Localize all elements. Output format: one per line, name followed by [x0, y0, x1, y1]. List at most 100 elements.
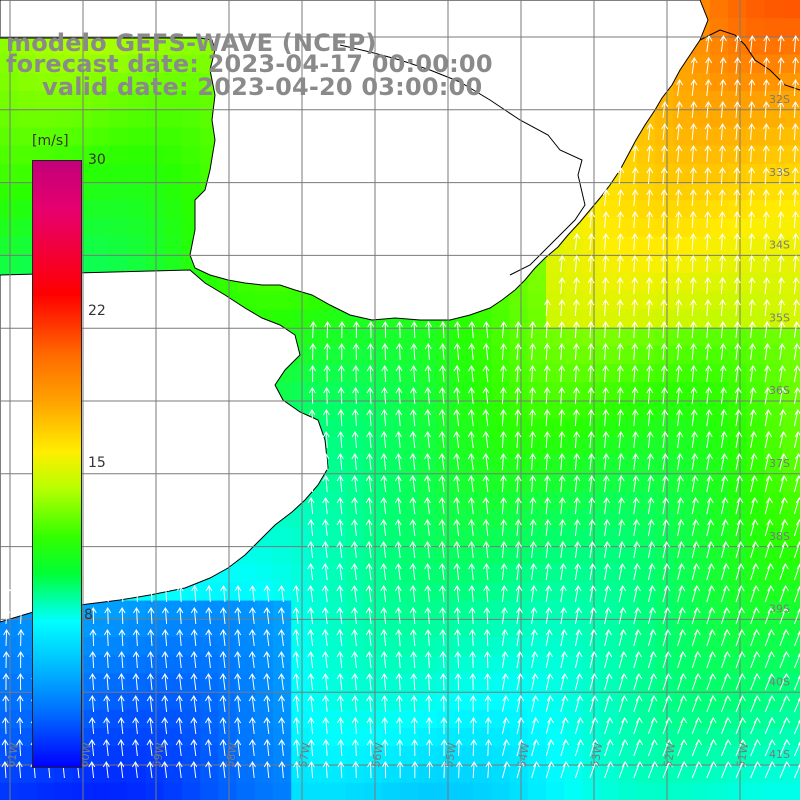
wind-arrow	[394, 519, 402, 537]
wind-arrow	[467, 387, 475, 405]
wind-cell	[618, 273, 638, 292]
wind-cell	[782, 655, 800, 674]
latitude-label: 37S	[769, 457, 790, 470]
wind-cell	[546, 473, 565, 492]
wind-arrow	[602, 233, 610, 251]
wind-cell	[309, 327, 329, 347]
wind-cell	[728, 91, 747, 110]
wind-arrow	[104, 607, 112, 625]
wind-arrow	[616, 321, 624, 339]
wind-cell	[473, 382, 492, 401]
wind-cell	[600, 637, 620, 656]
wind-cell	[728, 491, 747, 511]
wind-arrow	[88, 695, 96, 713]
wind-cell	[673, 291, 693, 310]
wind-cell	[382, 746, 401, 765]
wind-arrow	[735, 541, 745, 559]
wind-arrow	[292, 651, 300, 669]
wind-arrow	[453, 607, 461, 625]
wind-arrow	[706, 475, 714, 493]
longitude-label: 53W	[588, 742, 605, 769]
wind-arrow	[176, 585, 184, 603]
wind-cell	[364, 436, 383, 456]
wind-arrow	[706, 695, 717, 713]
wind-cell	[509, 345, 529, 365]
wind-cell	[200, 782, 219, 800]
wind-cell	[182, 746, 201, 765]
wind-arrow	[321, 563, 329, 581]
wind-arrow	[779, 585, 790, 603]
wind-arrow	[750, 673, 761, 691]
wind-cell	[455, 764, 474, 784]
wind-arrow	[352, 761, 360, 779]
wind-arrow	[677, 497, 685, 515]
wind-cell	[473, 600, 492, 620]
wind-cell	[163, 236, 183, 256]
wind-cell	[0, 218, 19, 238]
wind-cell	[218, 582, 238, 602]
wind-cell	[254, 709, 274, 729]
wind-arrow	[779, 563, 789, 581]
wind-cell	[673, 91, 693, 110]
wind-cell	[400, 764, 420, 784]
wind-arrow	[380, 563, 388, 581]
wind-arrow	[440, 739, 448, 757]
wind-arrow	[777, 123, 785, 141]
wind-cell	[600, 582, 620, 602]
wind-arrow	[88, 717, 96, 735]
wind-arrow	[204, 695, 212, 713]
wind-cell	[364, 746, 383, 765]
wind-cell	[509, 509, 529, 529]
wind-arrow	[660, 255, 668, 273]
wind-cell	[655, 455, 674, 474]
wind-cell	[600, 764, 620, 784]
land-north	[0, 0, 709, 321]
wind-arrow	[559, 585, 567, 603]
wind-cell	[91, 127, 110, 147]
wind-arrow	[574, 761, 585, 779]
wind-arrow	[544, 519, 552, 537]
wind-cell	[382, 345, 401, 365]
wind-arrow	[660, 277, 668, 295]
wind-cell	[309, 546, 329, 565]
wind-arrow	[423, 475, 431, 493]
wind-arrow	[720, 695, 732, 713]
wind-cell	[400, 673, 420, 693]
wind-arrow	[453, 497, 461, 515]
wind-arrow	[690, 321, 697, 339]
wind-cell	[345, 527, 365, 547]
wind-arrow	[604, 629, 612, 647]
wind-arrow	[677, 739, 688, 757]
wind-cell	[236, 582, 256, 602]
wind-arrow	[545, 607, 553, 625]
wind-cell	[600, 746, 620, 765]
wind-cell	[673, 364, 693, 383]
wind-arrow	[337, 365, 345, 383]
wind-arrow	[558, 255, 566, 273]
wind-cell	[364, 364, 383, 383]
wind-cell	[746, 491, 765, 511]
wind-cell	[655, 273, 674, 292]
wind-arrow	[161, 717, 169, 735]
wind-arrow	[617, 409, 625, 427]
wind-arrow	[336, 497, 344, 515]
wind-cell	[163, 200, 183, 219]
wind-arrow	[322, 431, 330, 449]
wind-arrow	[735, 409, 743, 427]
wind-arrow	[677, 585, 686, 603]
wind-cell	[218, 691, 238, 711]
wind-cell	[618, 709, 638, 729]
wind-arrow	[762, 145, 770, 163]
wind-cell	[709, 218, 729, 238]
wind-cell	[327, 655, 347, 674]
wind-arrow	[336, 519, 344, 537]
wind-cell	[109, 728, 128, 747]
wind-cell	[637, 782, 656, 800]
wind-cell	[473, 436, 492, 456]
wind-arrow	[190, 629, 198, 647]
wind-arrow	[602, 475, 610, 493]
wind-cell	[655, 218, 674, 238]
wind-cell	[764, 436, 784, 456]
wind-arrow	[618, 519, 626, 537]
wind-arrow	[205, 673, 212, 691]
